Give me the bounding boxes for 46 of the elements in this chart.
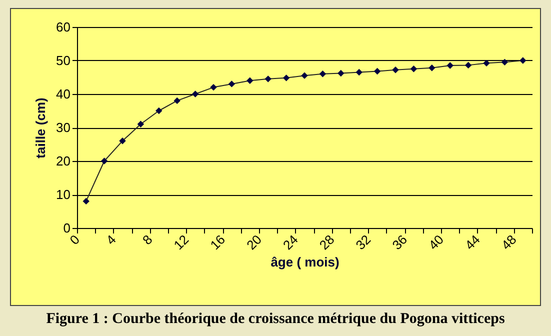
point bbox=[156, 107, 162, 114]
point bbox=[246, 77, 254, 84]
point bbox=[174, 97, 180, 104]
point bbox=[282, 74, 290, 82]
x-tick-label: 24 bbox=[280, 232, 301, 253]
caption: Figure 1 : Courbe théorique de croissance métrique du Pogona vitticeps bbox=[45, 311, 506, 328]
x-tick-label: 8 bbox=[140, 232, 156, 248]
point bbox=[82, 198, 90, 205]
x-tick-label: 4 bbox=[103, 232, 119, 248]
point bbox=[392, 66, 399, 74]
x-tick-label: 28 bbox=[316, 232, 338, 253]
point bbox=[501, 58, 508, 66]
point bbox=[119, 138, 126, 144]
point bbox=[446, 62, 454, 69]
point bbox=[356, 68, 362, 76]
point bbox=[483, 60, 490, 67]
point bbox=[137, 120, 144, 128]
x-tick-label: 32 bbox=[352, 232, 374, 253]
point bbox=[192, 90, 199, 98]
y-tick-label: 50 bbox=[56, 53, 70, 68]
point bbox=[338, 70, 344, 77]
x-tick-label: 12 bbox=[170, 232, 192, 253]
x-tick-label: 48 bbox=[498, 232, 520, 253]
y-tick-label: 60 bbox=[56, 20, 70, 34]
point bbox=[410, 66, 418, 72]
x-tick-label: 44 bbox=[462, 232, 483, 253]
x-axis-title: âge ( mois) bbox=[270, 254, 340, 270]
x-tick-label: 40 bbox=[426, 232, 446, 253]
y-tick-label: 10 bbox=[56, 187, 70, 202]
point bbox=[210, 84, 217, 91]
point bbox=[228, 80, 236, 88]
point bbox=[428, 64, 436, 72]
x-tick-label: 36 bbox=[389, 232, 410, 253]
x-tick-label: 16 bbox=[207, 232, 228, 253]
y-axis-title: taille (cm) bbox=[33, 98, 48, 158]
y-tick-label: 40 bbox=[56, 86, 70, 102]
y-tick-label: 20 bbox=[56, 154, 70, 168]
point bbox=[464, 62, 472, 69]
point bbox=[301, 72, 308, 79]
x-tick-label: 20 bbox=[244, 232, 264, 253]
y-tick-label: 30 bbox=[56, 120, 70, 135]
point bbox=[520, 57, 526, 64]
point bbox=[319, 70, 326, 78]
point bbox=[100, 158, 108, 164]
point bbox=[374, 68, 381, 75]
point bbox=[264, 76, 272, 82]
